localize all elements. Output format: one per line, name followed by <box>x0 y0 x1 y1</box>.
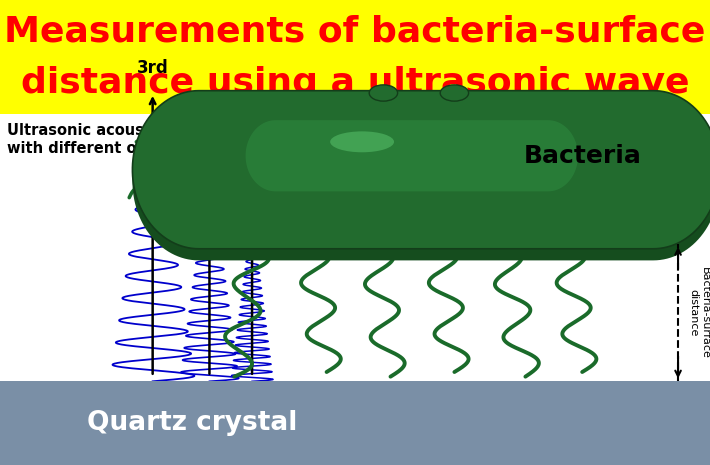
Polygon shape <box>133 102 710 260</box>
Text: Bacteria: Bacteria <box>523 144 641 168</box>
Polygon shape <box>133 91 710 249</box>
Text: Quartz crystal: Quartz crystal <box>87 410 297 436</box>
Text: distance using a ultrasonic wave: distance using a ultrasonic wave <box>21 66 689 100</box>
Ellipse shape <box>440 85 469 101</box>
Text: 3rd: 3rd <box>137 59 168 77</box>
Text: 5th: 5th <box>194 128 225 146</box>
Polygon shape <box>246 120 578 192</box>
Bar <box>0 381 710 465</box>
Ellipse shape <box>369 85 398 101</box>
Text: 7th: 7th <box>236 179 268 198</box>
Ellipse shape <box>330 132 394 152</box>
Text: Bacteria-surface
distance: Bacteria-surface distance <box>689 267 710 359</box>
Text: Ultrasonic acoustic wave
with different overtones: Ultrasonic acoustic wave with different … <box>7 123 213 156</box>
Bar <box>0 0 710 114</box>
Text: Measurements of bacteria-surface: Measurements of bacteria-surface <box>4 15 706 49</box>
